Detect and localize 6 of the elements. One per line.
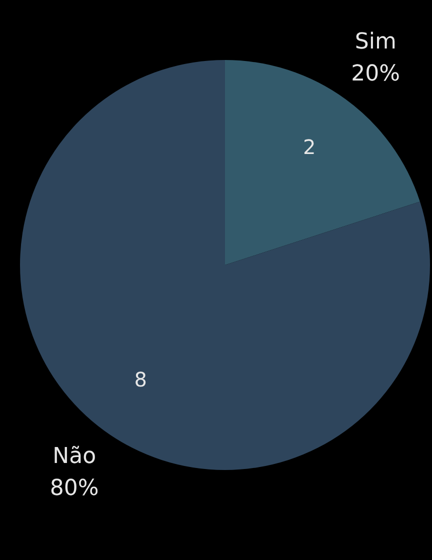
data-label: 2 (302, 135, 316, 160)
slice-label: Não (52, 444, 96, 470)
text: 20% (351, 61, 400, 86)
slice-label: Sim (354, 29, 396, 54)
text: 80% (50, 476, 99, 502)
data-label: 8 (134, 367, 148, 392)
